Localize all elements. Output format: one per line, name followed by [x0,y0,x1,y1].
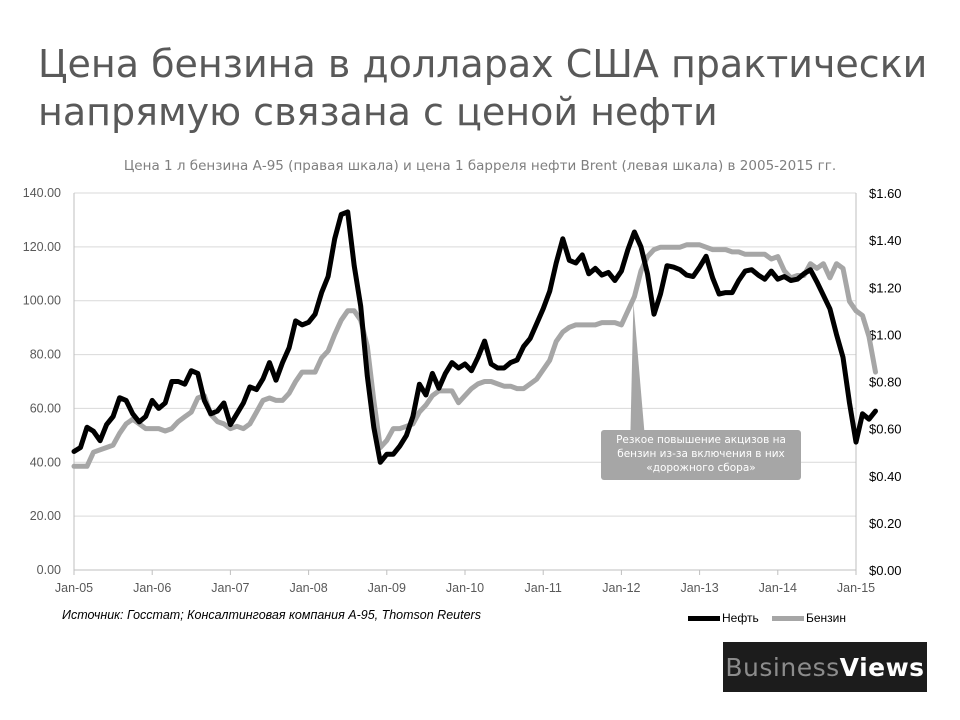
x-tick-label: Jan-07 [211,581,249,595]
logo-text-business: Business [725,652,840,682]
x-tick-label: Jan-15 [837,581,875,595]
y-left-tick-label: 100.00 [23,294,61,308]
y-left-tick-label: 0.00 [37,563,61,577]
x-tick-label: Jan-09 [368,581,406,595]
legend-swatch-gasoline [772,615,804,621]
y-left-tick-label: 140.00 [23,186,61,200]
x-tick-label: Jan-06 [133,581,171,595]
legend-item-gasoline: Бензин [772,611,846,625]
page-title: Цена бензина в долларах США практически … [38,42,928,134]
y-right-tick-label: $0.80 [869,375,902,390]
y-right-tick-label: $1.20 [869,280,902,295]
annotation-text: Резкое повышение акцизов на бензин из-за … [616,434,786,474]
x-tick-label: Jan-10 [446,581,484,595]
legend-item-oil: Нефть [688,611,759,625]
y-left-tick-label: 40.00 [30,455,61,469]
x-tick-label: Jan-08 [289,581,327,595]
series-line-oil [71,209,878,465]
source-note: Источник: Госстат; Консалтинговая компан… [62,608,481,622]
y-left-tick-label: 20.00 [30,509,61,523]
x-tick-label: Jan-12 [602,581,640,595]
annotation-box [601,430,801,480]
x-tick-label: Jan-11 [525,581,562,595]
legend-label-gasoline: Бензин [806,611,847,625]
y-left-tick-label: 80.00 [30,348,61,362]
y-right-tick-label: $0.40 [869,469,902,484]
logo-text-views: Views [839,652,925,682]
annotation-pointer [630,302,645,432]
y-left-tick-label: 120.00 [23,240,61,254]
y-right-tick-label: $0.60 [869,422,902,437]
y-right-tick-label: $1.00 [869,327,902,342]
y-right-tick-label: $1.40 [869,233,902,248]
y-right-tick-label: $0.20 [869,516,902,531]
y-left-tick-label: 60.00 [30,401,61,415]
chart-subtitle: Цена 1 л бензина А-95 (правая шкала) и ц… [123,158,837,174]
x-tick-label: Jan-13 [680,581,718,595]
businessviews-logo: Business Views [723,642,927,692]
legend-label-oil: Нефть [722,611,759,625]
y-right-tick-label: $1.60 [869,186,902,201]
x-tick-label: Jan-14 [759,581,797,595]
x-tick-label: Jan-05 [55,581,93,595]
legend-swatch-oil [688,615,720,621]
y-right-tick-label: $0.00 [869,563,902,578]
